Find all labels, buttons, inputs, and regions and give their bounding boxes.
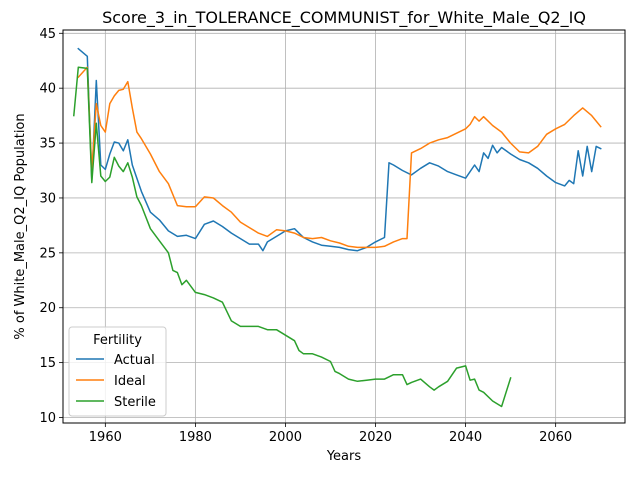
- plot-frame: [62, 29, 626, 424]
- legend-label-actual: Actual: [114, 353, 155, 368]
- y-tick-label: 45: [39, 27, 56, 42]
- legend-box: [68, 326, 167, 417]
- legend-label-ideal: Ideal: [114, 374, 146, 389]
- x-tick-label: 1960: [89, 430, 122, 445]
- x-tick-label: 2000: [269, 430, 302, 445]
- series-line-ideal: [77, 66, 602, 249]
- y-tick-label: 40: [39, 82, 56, 97]
- x-tick-label: 2020: [359, 430, 392, 445]
- series-line-actual: [77, 47, 602, 252]
- y-axis-label: % of White_Male_Q2_IQ Population: [13, 113, 28, 339]
- y-tick-label: 25: [39, 246, 56, 261]
- x-tick-label: 2060: [539, 430, 572, 445]
- x-tick-label: 1980: [179, 430, 212, 445]
- legend-label-sterile: Sterile: [114, 395, 156, 410]
- grid: [63, 30, 625, 423]
- legend-entries: Actual Ideal Sterile: [76, 353, 156, 410]
- x-tick-label: 2040: [449, 430, 482, 445]
- series-lines: [72, 47, 602, 408]
- y-tick-label: 30: [39, 191, 56, 206]
- y-tick-label: 20: [39, 301, 56, 316]
- x-axis-label: Years: [326, 449, 362, 464]
- series-line-sterile: [72, 66, 512, 408]
- y-tick-label: 35: [39, 137, 56, 152]
- legend: Fertility Actual Ideal Sterile: [68, 326, 167, 417]
- legend-title: Fertility: [93, 333, 142, 348]
- y-tick-label: 15: [39, 356, 56, 371]
- axis-ticks: 1960 1980 2000 2020 2040 2060 10 15 20 25 30 35 40 45: [39, 27, 572, 445]
- y-tick-label: 10: [39, 411, 56, 426]
- chart-title: Score_3_in_TOLERANCE_COMMUNIST_for_White…: [102, 8, 586, 28]
